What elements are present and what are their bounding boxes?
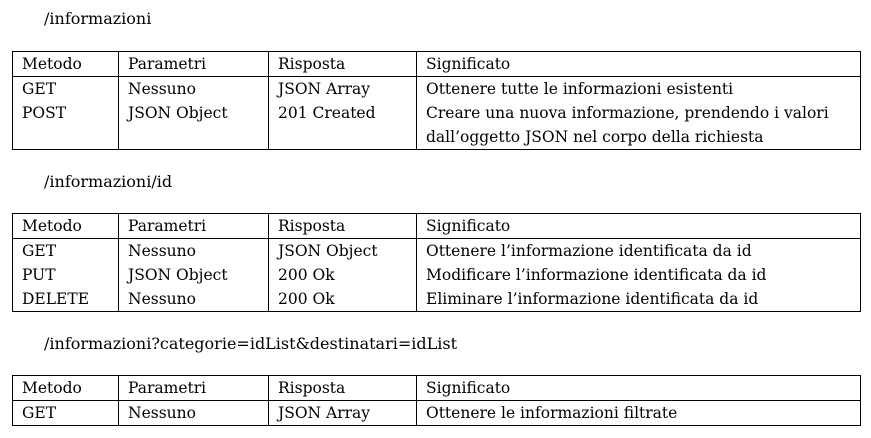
cell-metodo: GET [12,238,119,263]
header-risposta: Risposta [268,213,417,239]
cell-metodo: GET [12,400,119,426]
cell-metodo: GET [12,76,119,101]
cell-significato: Ottenere l’informazione identificata da … [416,238,861,263]
api-table: Metodo Parametri Risposta Significato GE… [12,213,861,312]
cell-metodo: PUT [12,263,119,287]
cell-significato: Ottenere le informazioni filtrate [416,400,861,426]
api-table: Metodo Parametri Risposta Significato GE… [12,51,861,150]
cell-risposta: JSON Object [268,238,417,263]
header-significato: Significato [416,51,861,77]
cell-parametri: JSON Object [118,101,269,150]
table-header-row: Metodo Parametri Risposta Significato [12,51,861,77]
table-row: POST JSON Object 201 Created Creare una … [12,101,861,150]
cell-risposta: 200 Ok [268,287,417,312]
cell-significato: Ottenere tutte le informazioni esistenti [416,76,861,101]
cell-risposta: 201 Created [268,101,417,150]
cell-risposta: JSON Array [268,76,417,101]
table-row: GET Nessuno JSON Object Ottenere l’infor… [12,238,861,263]
table-row: GET Nessuno JSON Array Ottenere le infor… [12,400,861,426]
endpoint-path: /informazioni/id [44,172,173,191]
header-risposta: Risposta [268,375,417,401]
cell-metodo: DELETE [12,287,119,312]
endpoint-path: /informazioni?categorie=idList&destinata… [44,334,457,353]
header-metodo: Metodo [12,51,119,77]
header-metodo: Metodo [12,213,119,239]
cell-parametri: Nessuno [118,287,269,312]
cell-parametri: Nessuno [118,76,269,101]
header-parametri: Parametri [118,213,269,239]
api-table: Metodo Parametri Risposta Significato GE… [12,375,861,426]
table-row: PUT JSON Object 200 Ok Modificare l’info… [12,263,861,287]
header-significato: Significato [416,213,861,239]
cell-significato: Eliminare l’informazione identificata da… [416,287,861,312]
cell-parametri: Nessuno [118,400,269,426]
table-header-row: Metodo Parametri Risposta Significato [12,213,861,239]
cell-metodo: POST [12,101,119,150]
cell-parametri: Nessuno [118,238,269,263]
header-risposta: Risposta [268,51,417,77]
table-header-row: Metodo Parametri Risposta Significato [12,375,861,401]
cell-parametri: JSON Object [118,263,269,287]
table-row: GET Nessuno JSON Array Ottenere tutte le… [12,76,861,101]
cell-significato: Modificare l’informazione identificata d… [416,263,861,287]
header-parametri: Parametri [118,375,269,401]
header-parametri: Parametri [118,51,269,77]
cell-risposta: 200 Ok [268,263,417,287]
header-significato: Significato [416,375,861,401]
cell-significato: Creare una nuova informazione, prendendo… [416,101,861,150]
cell-risposta: JSON Array [268,400,417,426]
endpoint-path: /informazioni [44,9,152,28]
table-row: DELETE Nessuno 200 Ok Eliminare l’inform… [12,287,861,312]
header-metodo: Metodo [12,375,119,401]
